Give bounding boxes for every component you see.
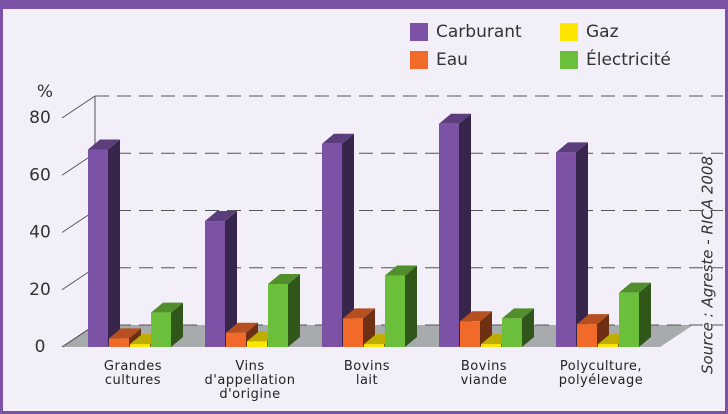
bar-top: [460, 311, 492, 322]
y-axis-label: %: [37, 82, 53, 102]
bar-side: [342, 133, 354, 347]
bar: [460, 321, 480, 347]
x-tick-label: Bovins viande: [460, 359, 508, 388]
bar: [439, 123, 459, 347]
bar-side: [459, 113, 471, 347]
legend-label: Gaz: [586, 22, 619, 42]
bar: [364, 344, 384, 347]
legend-label: Électricité: [586, 48, 671, 70]
legend-label: Carburant: [436, 22, 522, 42]
bar: [151, 312, 171, 347]
tick-slant: [61, 95, 96, 119]
bar-top: [556, 142, 588, 153]
x-tick-label: Polyculture, polyélevage: [558, 359, 644, 388]
bar-top: [322, 133, 354, 144]
source: Source : Agreste - RICA 2008: [699, 156, 717, 374]
bar-side: [108, 139, 120, 347]
bar-side: [522, 308, 534, 347]
bar: [205, 221, 225, 347]
legend-swatch: [410, 51, 428, 69]
legend-swatch: [560, 23, 578, 41]
bar-side: [288, 274, 300, 347]
bar-side: [639, 282, 651, 347]
bar: [556, 152, 576, 347]
bar-top: [577, 314, 609, 325]
y-tick-label: 80: [29, 108, 51, 128]
bar: [502, 318, 522, 347]
bar: [226, 332, 246, 347]
bar: [322, 143, 342, 347]
bar: [247, 341, 267, 347]
bar-top: [226, 322, 258, 333]
bar: [481, 344, 501, 347]
y-tick-label: 40: [29, 223, 51, 243]
bar-top: [88, 139, 120, 150]
bar-side: [576, 142, 588, 347]
bar: [577, 324, 597, 347]
bar-side: [171, 302, 183, 347]
top-band: [0, 0, 728, 9]
bar-top: [439, 113, 471, 124]
bar-side: [405, 265, 417, 347]
bar-top: [385, 265, 417, 276]
x-tick-label: Bovins lait: [343, 359, 391, 388]
bar: [268, 284, 288, 347]
bar-top: [343, 308, 375, 319]
bar-side: [225, 211, 237, 347]
x-tick-label: Vins d'appellation d'origine: [204, 359, 296, 402]
bar-top: [268, 274, 300, 285]
bar: [343, 318, 363, 347]
bar: [109, 338, 129, 347]
legend-swatch: [560, 51, 578, 69]
bar: [385, 275, 405, 347]
bar-top: [151, 302, 183, 313]
bar: [598, 344, 618, 347]
bar: [619, 292, 639, 347]
legend-label: Eau: [436, 50, 468, 70]
bar-top: [502, 308, 534, 319]
bar: [88, 149, 108, 347]
bar: [130, 344, 150, 347]
legend-swatch: [410, 23, 428, 41]
x-tick-label: Grandes cultures: [103, 359, 163, 388]
y-tick-label: 0: [35, 337, 46, 357]
bar-top: [619, 282, 651, 293]
y-tick-label: 20: [29, 280, 51, 300]
bar-side: [363, 308, 375, 347]
y-tick-label: 60: [29, 165, 51, 185]
bar-top: [205, 211, 237, 222]
bar-side: [129, 328, 141, 347]
bar-top: [109, 328, 141, 339]
